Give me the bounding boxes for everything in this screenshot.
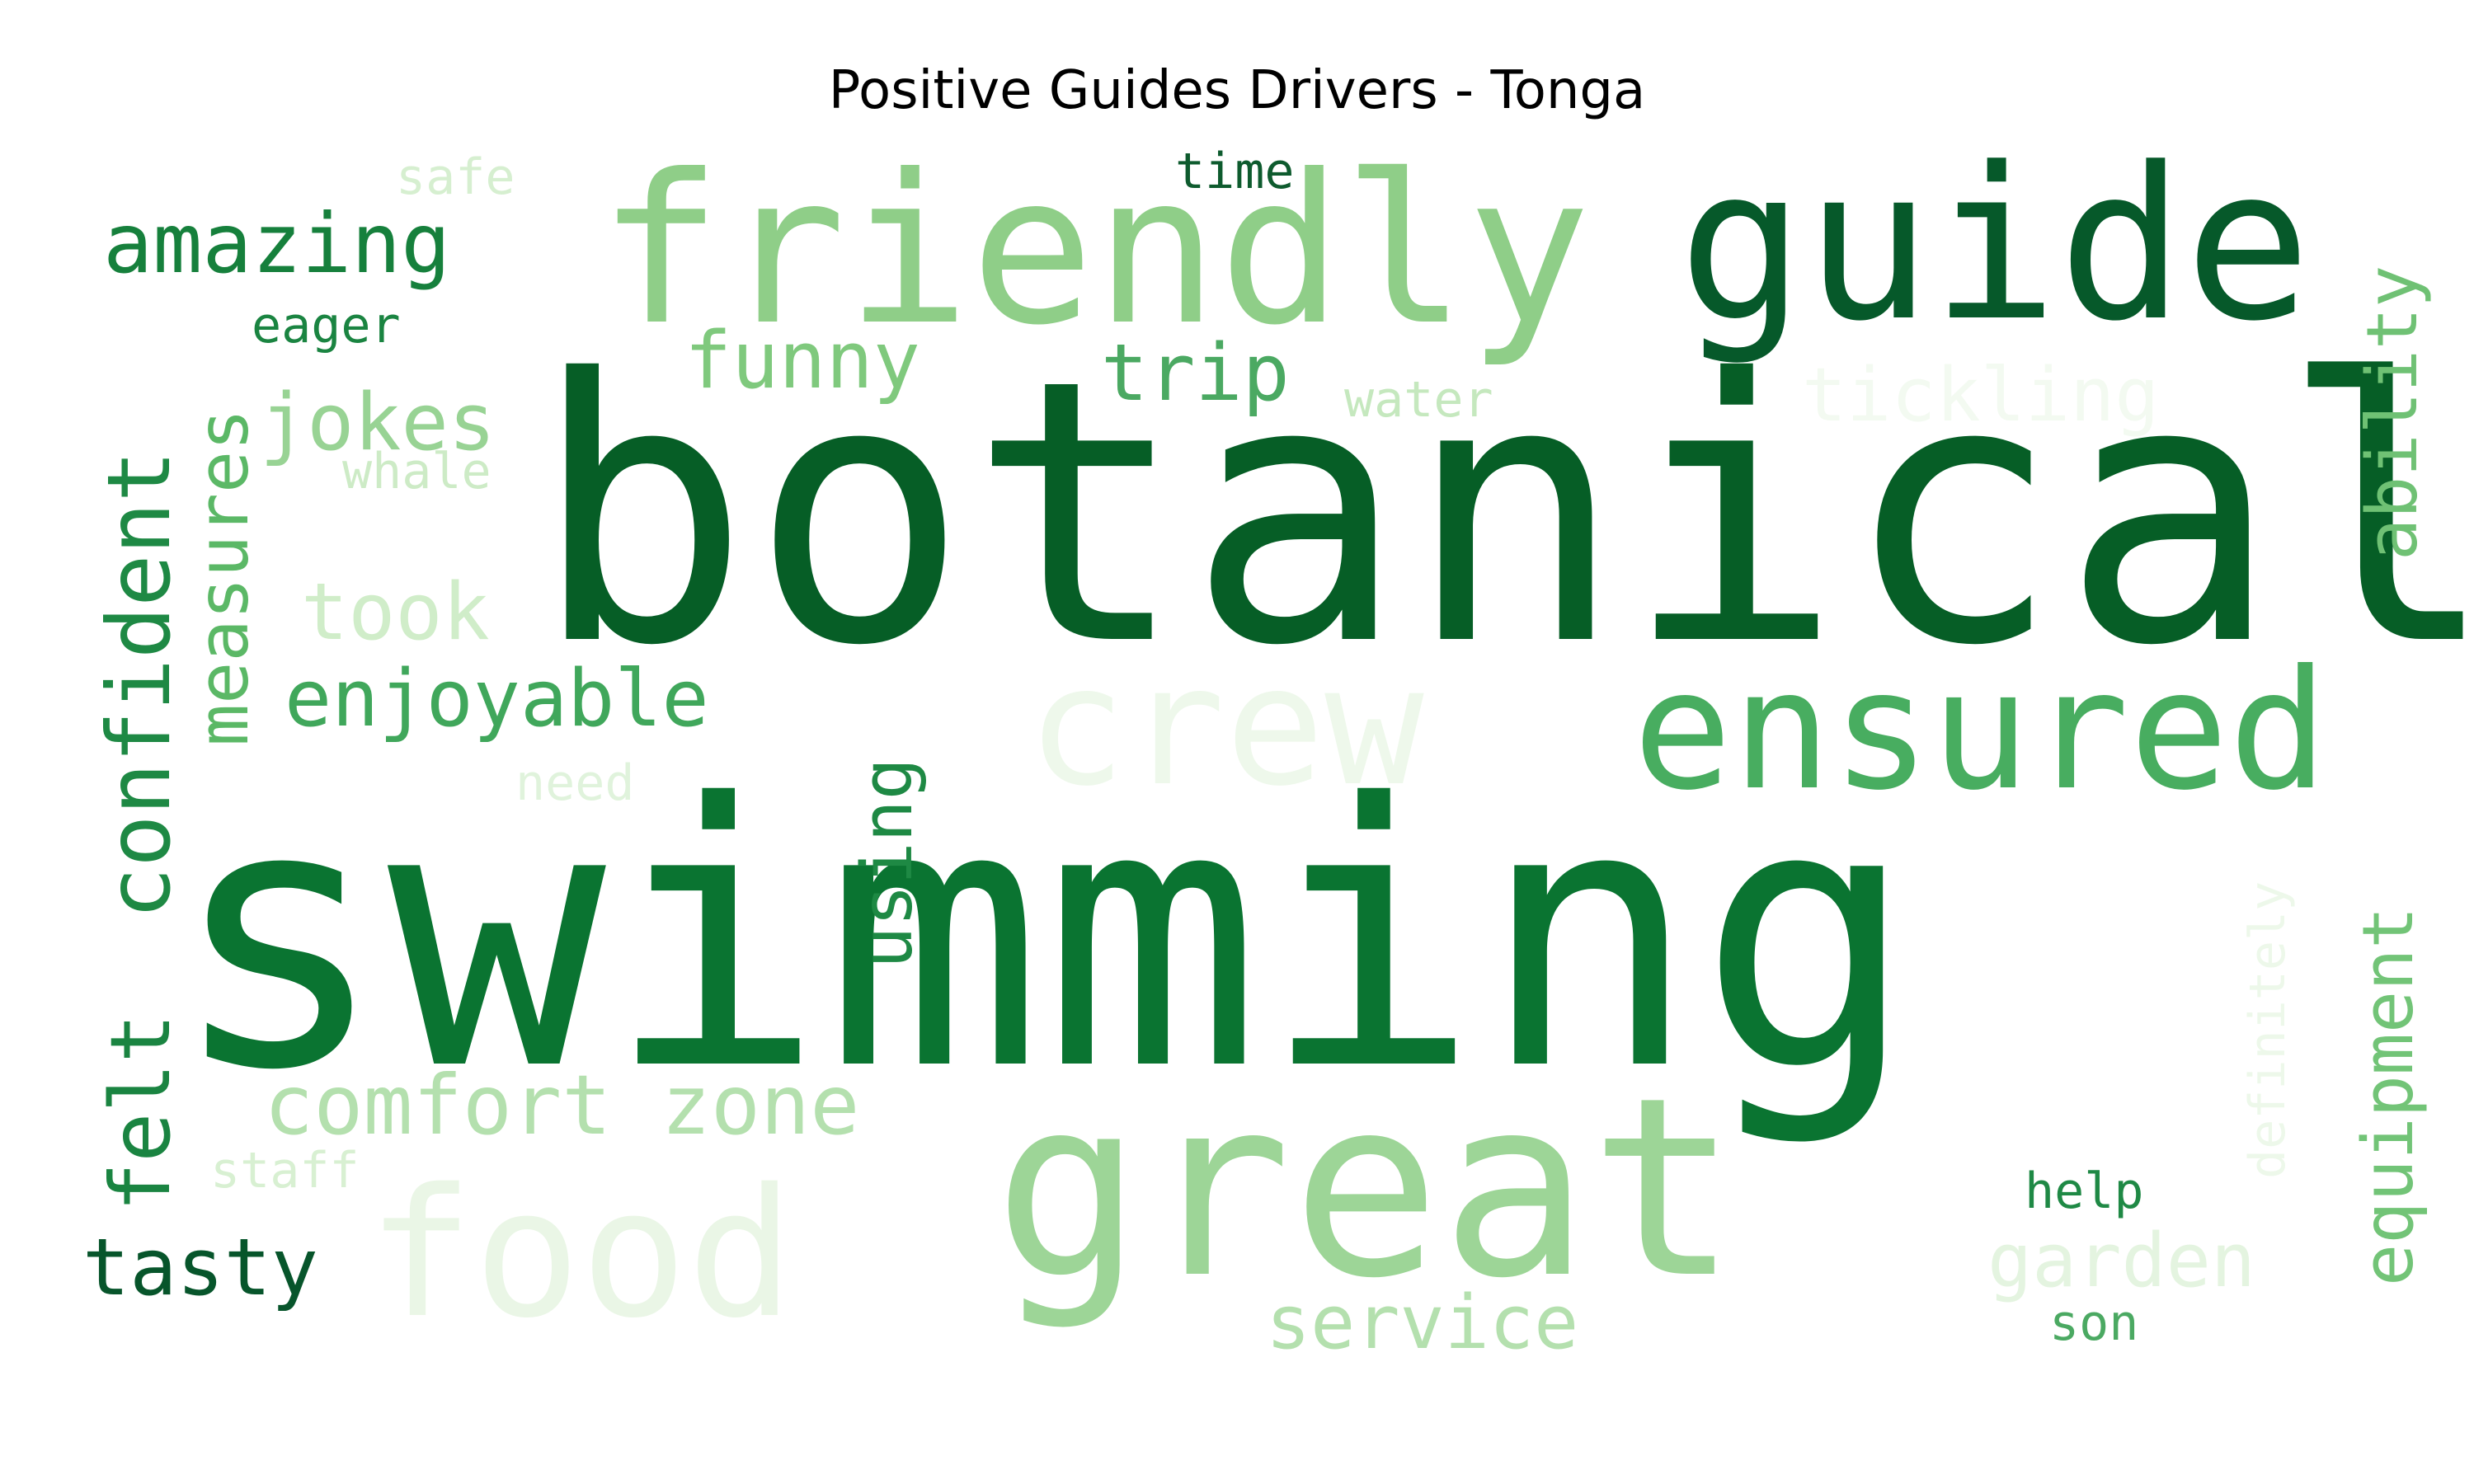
word-comfort-zone: comfort zone xyxy=(264,1057,859,1153)
word-swimming: swimming xyxy=(169,727,1917,1149)
word-eager: eager xyxy=(252,297,401,355)
word-measures: measures xyxy=(183,409,265,746)
word-tickling: tickling xyxy=(1802,352,2159,439)
word-confident: confident xyxy=(89,450,190,919)
word-crew: crew xyxy=(1027,631,1424,823)
word-botanical: botanical xyxy=(532,303,2474,725)
word-using: using xyxy=(847,758,929,969)
word-water: water xyxy=(1344,371,1493,429)
word-jokes: jokes xyxy=(260,378,496,468)
word-guide: guide xyxy=(1678,123,2312,368)
word-trip: trip xyxy=(1101,328,1290,419)
word-whale: whale xyxy=(342,443,492,500)
word-time: time xyxy=(1175,143,1295,200)
word-equipment: equipment xyxy=(2348,906,2429,1286)
word-felt: felt xyxy=(92,1013,189,1212)
word-help: help xyxy=(2025,1162,2144,1220)
word-great: great xyxy=(994,1045,1738,1332)
page-title: Positive Guides Drivers - Tonga xyxy=(828,60,1646,121)
word-staff: staff xyxy=(210,1142,360,1200)
word-son: son xyxy=(2049,1294,2138,1352)
word-safe: safe xyxy=(396,148,515,206)
word-tasty: tasty xyxy=(82,1223,318,1313)
word-funny: funny xyxy=(684,316,920,406)
word-food: food xyxy=(367,1150,794,1357)
word-amazing: amazing xyxy=(103,195,450,292)
word-service: service xyxy=(1266,1280,1578,1366)
word-friendly: friendly xyxy=(598,130,1591,370)
word-garden: garden xyxy=(1987,1218,2255,1304)
word-ability: ability xyxy=(2352,265,2434,561)
word-took: took xyxy=(301,567,490,658)
word-need: need xyxy=(515,754,635,812)
word-ensured: ensured xyxy=(1633,635,2328,827)
word-definitely: definitely xyxy=(2239,881,2297,1179)
word-enjoyable: enjoyable xyxy=(285,654,709,744)
